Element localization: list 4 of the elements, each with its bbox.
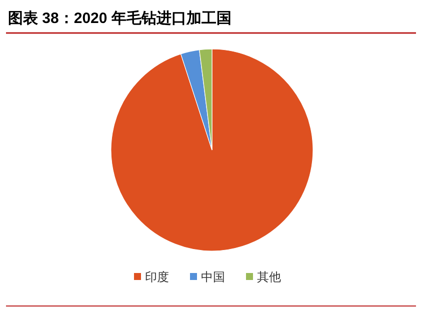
legend-label: 印度 xyxy=(145,270,169,284)
legend-label: 中国 xyxy=(201,270,225,284)
chart-title: 图表 38：2020 年毛钻进口加工国 xyxy=(8,10,232,27)
legend-label: 其他 xyxy=(257,270,281,284)
